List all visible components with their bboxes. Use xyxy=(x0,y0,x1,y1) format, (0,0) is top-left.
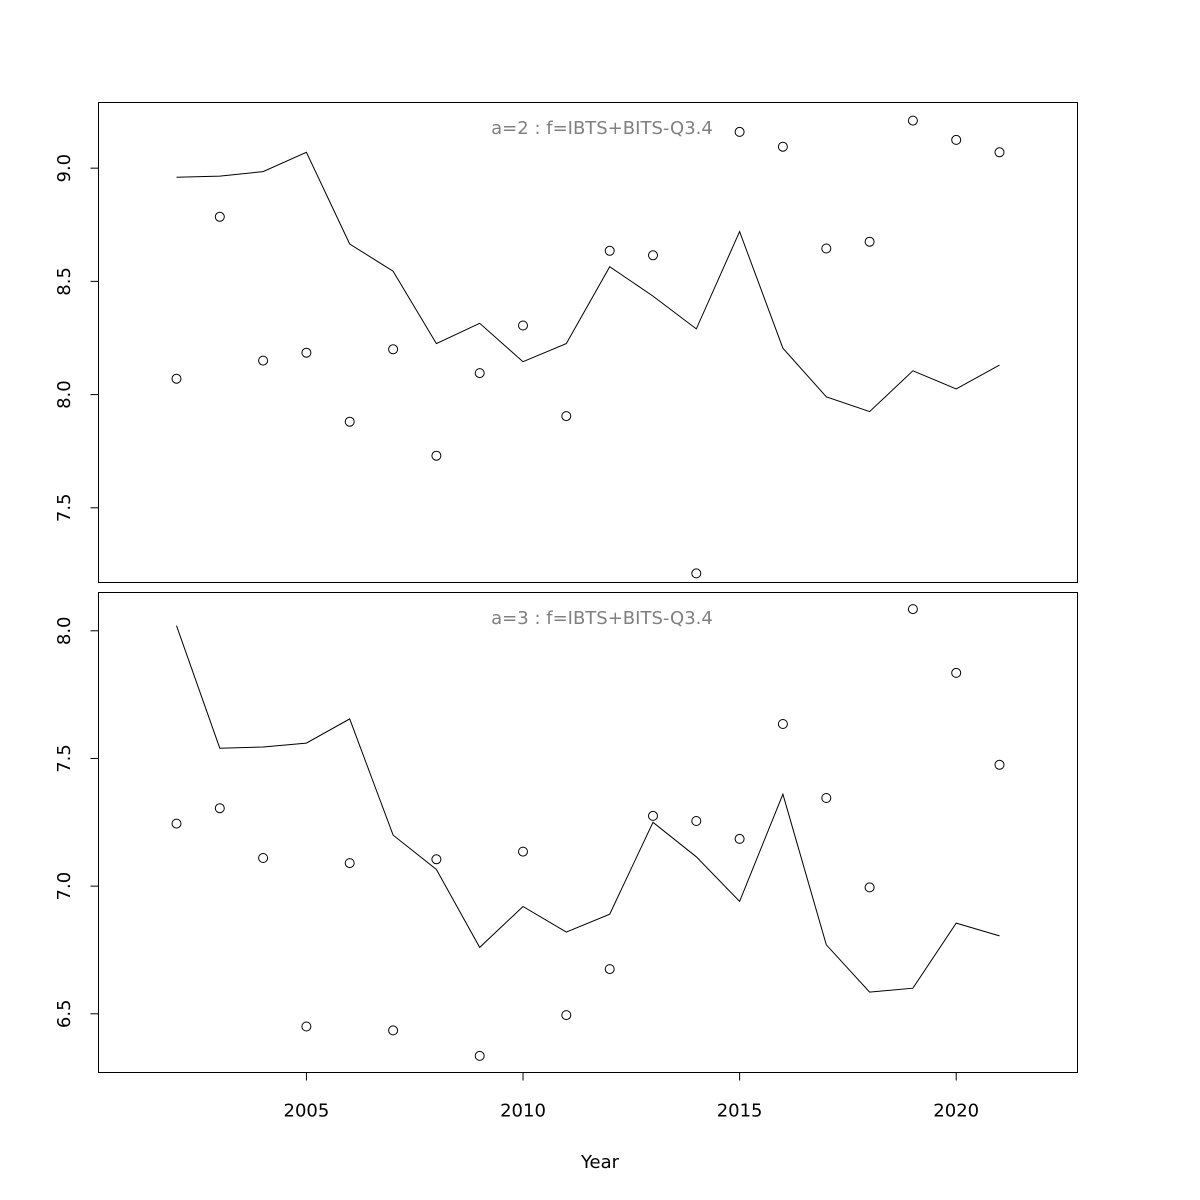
observation-point xyxy=(951,134,962,145)
observation-point xyxy=(171,373,182,384)
observation-point xyxy=(648,250,658,261)
y-tick-label: 8.0 xyxy=(54,616,75,645)
observation-point xyxy=(734,833,745,844)
x-axis-title: Year xyxy=(580,1152,620,1173)
observation-point xyxy=(604,245,615,256)
observation-point xyxy=(518,320,528,331)
plot-area xyxy=(171,115,1005,579)
observation-point xyxy=(561,1010,572,1021)
observation-point xyxy=(821,793,832,803)
observation-point xyxy=(301,1021,312,1032)
observation-point xyxy=(388,1025,399,1036)
model-fit-line xyxy=(176,625,1000,993)
y-axis: 7.5 8.0 8.5 9.0 xyxy=(54,154,99,522)
observation-point xyxy=(258,355,269,366)
panel-title: a=2 : f=IBTS+BITS-Q3.4 xyxy=(491,118,713,139)
y-tick-label: 7.5 xyxy=(54,744,75,773)
plot-area xyxy=(171,604,1005,1061)
observation-point xyxy=(474,368,485,379)
observation-point xyxy=(907,604,918,615)
y-tick-label: 7.5 xyxy=(54,493,75,522)
panel-frame xyxy=(98,102,1078,583)
panel-frame xyxy=(98,592,1078,1073)
y-tick-label: 8.0 xyxy=(54,380,75,409)
model-fit-line xyxy=(176,151,1000,413)
observation-point xyxy=(951,667,962,678)
observation-point xyxy=(691,816,702,826)
observation-point xyxy=(431,854,442,865)
observation-point xyxy=(561,411,572,422)
observation-point xyxy=(344,416,355,427)
panel-age-2: a=2 : f=IBTS+BITS-Q3.4 7.5 8.0 8.5 9.0 xyxy=(54,102,1078,583)
observation-point xyxy=(777,719,788,729)
observation-point xyxy=(431,450,442,461)
observation-point xyxy=(344,858,355,869)
panel-age-3: a=3 : f=IBTS+BITS-Q3.4 6.5 7.0 7.5 8.0 2005… xyxy=(54,592,1078,1122)
observation-point xyxy=(518,846,528,857)
observation-point xyxy=(474,1050,485,1061)
observation-point xyxy=(777,141,788,152)
observation-point xyxy=(301,347,312,358)
observation-point xyxy=(648,810,658,821)
observation-point xyxy=(907,115,918,126)
observation-point xyxy=(734,126,745,137)
observation-point xyxy=(994,147,1005,158)
x-tick-label: 2015 xyxy=(717,1101,763,1122)
observation-point xyxy=(258,853,269,863)
x-tick-label: 2020 xyxy=(933,1101,979,1122)
panel-title: a=3 : f=IBTS+BITS-Q3.4 xyxy=(491,608,713,629)
y-tick-label: 8.5 xyxy=(54,267,75,296)
observation-point xyxy=(994,759,1005,770)
observation-point xyxy=(214,803,225,814)
x-tick-label: 2005 xyxy=(284,1101,330,1122)
observation-point xyxy=(864,236,875,247)
observation-point xyxy=(214,211,225,222)
y-tick-label: 6.5 xyxy=(54,999,75,1028)
x-axis: 2005 2010 2015 2020 xyxy=(284,1072,979,1122)
observation-point xyxy=(604,964,615,975)
observation-point xyxy=(864,882,875,893)
y-axis: 6.5 7.0 7.5 8.0 xyxy=(54,616,99,1028)
observation-point xyxy=(388,344,399,355)
x-tick-label: 2010 xyxy=(500,1101,546,1122)
y-tick-label: 9.0 xyxy=(54,154,75,183)
observation-point xyxy=(821,243,832,254)
observation-point xyxy=(691,568,702,579)
observation-point xyxy=(171,818,182,829)
y-tick-label: 7.0 xyxy=(54,872,75,901)
